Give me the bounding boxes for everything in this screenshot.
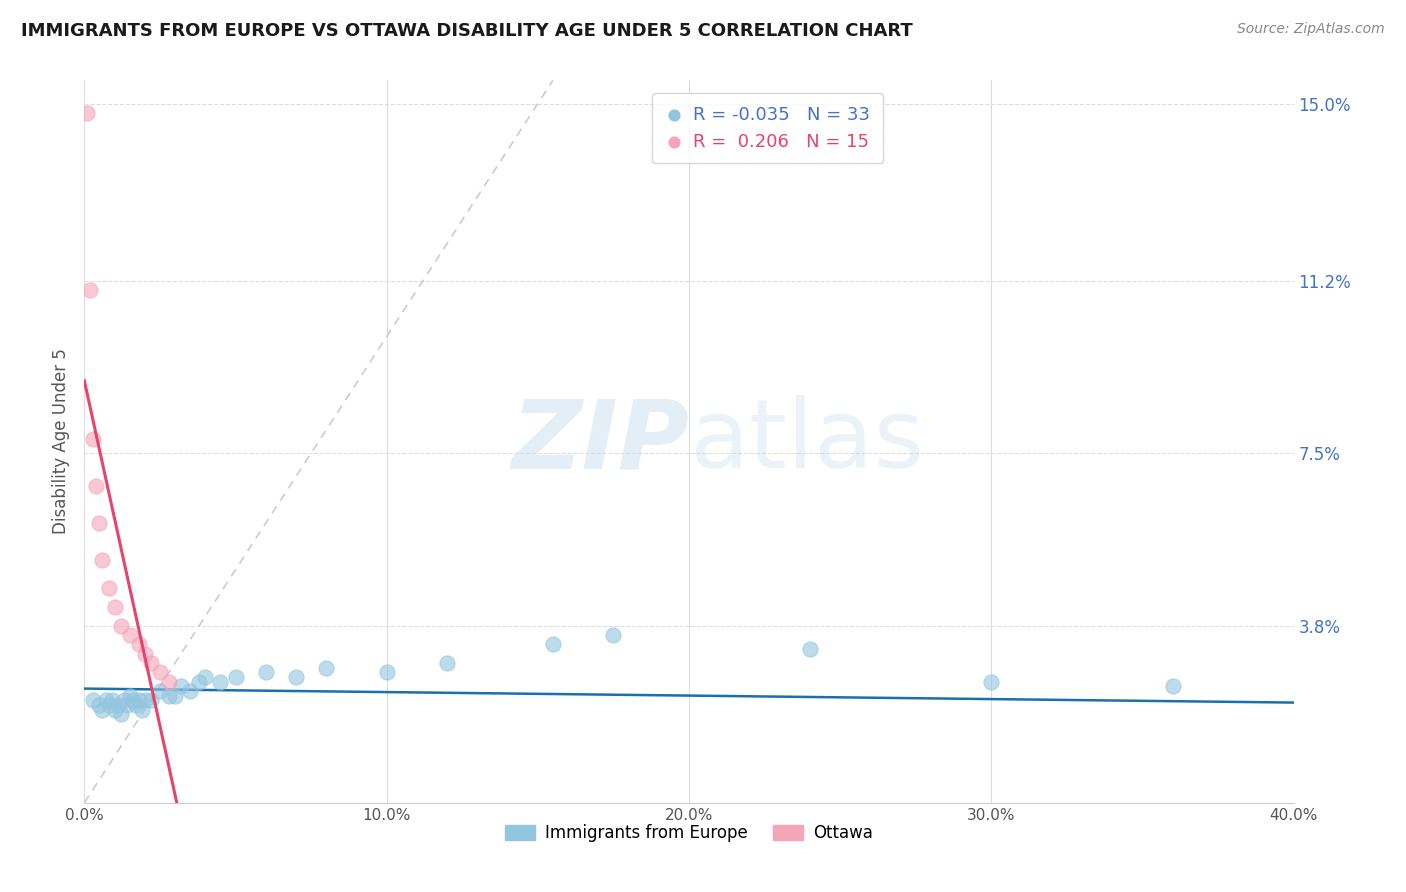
Legend: Immigrants from Europe, Ottawa: Immigrants from Europe, Ottawa [499, 817, 879, 848]
Point [541, 637, 564, 651]
Point [194, 670, 217, 684]
Point [315, 660, 337, 674]
Point [121, 693, 143, 707]
Point [149, 665, 172, 680]
Point [799, 642, 821, 657]
Point [157, 689, 180, 703]
Point [131, 702, 153, 716]
Point [89, 516, 111, 530]
Point [86, 479, 108, 493]
Point [157, 674, 180, 689]
Point [980, 674, 1002, 689]
Point [91, 553, 114, 567]
Point [91, 702, 114, 716]
Point [79, 283, 101, 297]
Point [82, 432, 104, 446]
Text: atlas: atlas [689, 395, 924, 488]
Point [134, 693, 156, 707]
Point [209, 674, 232, 689]
Point [134, 647, 156, 661]
Point [115, 698, 138, 712]
Point [128, 693, 150, 707]
Point [110, 618, 132, 632]
Text: ZIP: ZIP [510, 395, 689, 488]
Point [602, 628, 624, 642]
Point [1161, 679, 1184, 693]
Point [104, 600, 127, 615]
Point [112, 693, 135, 707]
Point [139, 693, 162, 707]
Point [436, 656, 458, 670]
Text: Source: ZipAtlas.com: Source: ZipAtlas.com [1237, 22, 1385, 37]
Point [128, 637, 150, 651]
Point [89, 698, 111, 712]
Y-axis label: Disability Age Under 5: Disability Age Under 5 [52, 349, 70, 534]
Point [285, 670, 308, 684]
Point [125, 698, 148, 712]
Text: IMMIGRANTS FROM EUROPE VS OTTAWA DISABILITY AGE UNDER 5 CORRELATION CHART: IMMIGRANTS FROM EUROPE VS OTTAWA DISABIL… [21, 22, 912, 40]
Point [107, 698, 129, 712]
Point [100, 693, 122, 707]
Point [82, 693, 104, 707]
Point [94, 693, 117, 707]
Point [254, 665, 277, 680]
Point [110, 707, 132, 722]
Point [149, 684, 172, 698]
Point [118, 628, 141, 642]
Point [118, 689, 141, 703]
Point [170, 679, 193, 693]
Point [375, 665, 398, 680]
Point [225, 670, 247, 684]
Point [97, 698, 120, 712]
Point [104, 702, 127, 716]
Point [188, 674, 211, 689]
Point [179, 684, 201, 698]
Point [165, 689, 187, 703]
Point [76, 106, 98, 120]
Point [139, 656, 162, 670]
Point [97, 582, 120, 596]
